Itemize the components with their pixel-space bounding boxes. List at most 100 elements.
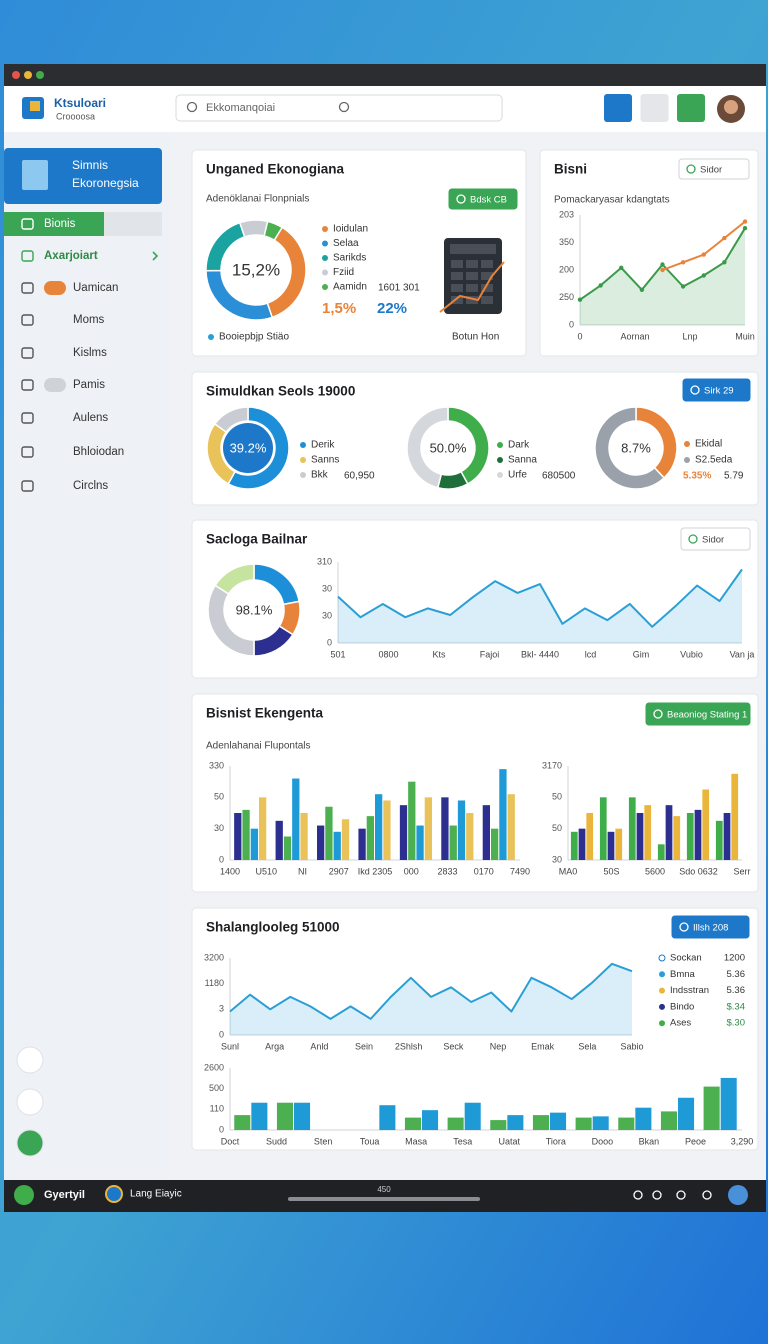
bar [251,1102,268,1130]
bar [628,797,636,860]
card-button[interactable] [671,915,750,939]
sidebar-action[interactable] [16,1129,44,1157]
button-label[interactable]: Beaoniog Stating 1 [667,710,747,721]
tray-icon[interactable] [652,1190,662,1200]
menu-item[interactable]: Uamican [73,282,118,294]
line [229,962,633,1020]
y-axis-label: 1180 [205,978,224,988]
title-bar [4,64,766,86]
y-axis-label: 30 [214,823,224,833]
bar [275,820,283,860]
menu-item[interactable]: Pamis [73,379,105,391]
button-icon [688,534,698,544]
bar [259,797,267,860]
pie-segment [238,219,269,238]
x-axis-label: 7490 [510,866,530,876]
menu-item[interactable]: Moms [73,314,105,326]
sidebar-action[interactable] [16,1088,44,1116]
card-button[interactable] [448,188,518,210]
stat: 1601 301 [378,283,420,294]
pie-segment [213,406,249,434]
app-subtitle: Croooosa [56,111,95,121]
bar [703,1086,720,1130]
menu-icon [21,446,34,458]
header-button[interactable] [640,94,669,122]
bar [678,1097,695,1130]
card-button[interactable] [678,158,750,180]
card-button[interactable] [645,702,751,726]
card-title: Bisni [554,162,587,177]
button-label[interactable]: Sirk 29 [704,386,734,397]
menu-item[interactable]: Bionis [44,218,76,230]
tray-icon[interactable] [676,1190,686,1200]
app-name: Ktsuloari [54,96,106,110]
bar [416,825,424,860]
pie-segment [594,406,666,490]
taskbar-label[interactable]: Gyertyil [44,1189,85,1201]
x-axis-label: Bkl- 4440 [521,649,559,659]
button-label[interactable]: Illsh 208 [693,923,728,934]
menu-item[interactable]: Axarjoiart [44,250,98,262]
x-axis-label: Dooo [592,1136,614,1146]
legend-dot [658,954,666,962]
menu-item[interactable]: Bhloiodan [73,446,124,458]
x-axis-label: Arga [265,1041,284,1051]
button-icon [456,194,466,204]
legend-dot [497,472,503,478]
card-button[interactable] [680,527,751,551]
bar [599,797,607,860]
tray-icon[interactable] [702,1190,712,1200]
footer-text: Booiepbjp Stiäo [219,332,289,343]
legend-value: 5.36 [727,969,746,980]
stat: 22% [377,300,407,317]
button-label[interactable]: Bdsk CB [470,195,507,206]
button-label[interactable]: Sidor [700,165,722,176]
sidebar-action[interactable] [16,1046,44,1074]
card-button[interactable] [682,378,751,402]
calculator-screen [450,244,496,254]
x-axis-label: Sten [314,1136,333,1146]
tray-avatar[interactable] [728,1185,748,1205]
x-axis-label: Serr [733,866,750,876]
bar [507,1115,524,1130]
taskbar-label[interactable]: Lang Eiayic [130,1189,182,1200]
menu-item[interactable]: Aulens [73,412,108,424]
taskbar-center: 450 [377,1185,391,1194]
y-axis-label: 0 [219,854,224,864]
button-label[interactable]: Sidor [702,535,724,546]
bar [325,806,333,860]
y-axis-label: 110 [210,1104,224,1114]
bar [660,1111,677,1130]
y-axis-label: 30 [552,854,562,864]
header-button[interactable] [677,94,705,122]
bar [457,800,466,860]
y-axis-label: 250 [559,292,574,302]
menu-item[interactable]: Circlns [73,480,108,492]
banner-subtitle: Ekoronegsia [72,176,139,190]
x-axis-label: Muin [735,331,755,341]
legend-dot [659,987,665,994]
card-title: Simuldkan Seols 19000 [206,384,355,399]
area [230,963,632,1035]
point [701,252,706,257]
header-button[interactable] [604,94,632,122]
legend-label: Derik [311,440,335,451]
note: 60,950 [344,471,375,482]
calculator-key [481,296,493,304]
bar [586,813,594,860]
x-axis-label: 50S [603,866,619,876]
sidebar [4,132,170,1180]
x-axis-label: lcd [585,649,597,659]
calculator-key [466,296,478,304]
avatar-face [724,100,738,114]
x-axis-label: Peoe [685,1136,706,1146]
menu-item[interactable]: Kislms [73,347,107,359]
bar [466,813,474,860]
pie-segment [214,563,255,595]
calculator-key [451,260,463,268]
taskbar-icon[interactable] [14,1185,34,1205]
bar [333,831,341,860]
bar [550,1112,567,1130]
taskbar-icon[interactable] [105,1185,123,1203]
tray-icon[interactable] [633,1190,643,1200]
